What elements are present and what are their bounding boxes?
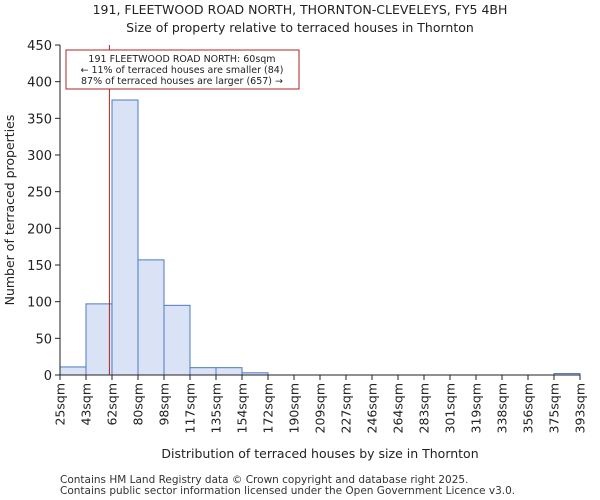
y-tick-label: 250	[27, 186, 52, 201]
bar-62sqm	[111, 99, 139, 376]
x-tick-label: 246sqm	[365, 383, 380, 433]
footer-line-2: Contains public sector information licen…	[60, 485, 516, 497]
footer-line-1: Contains HM Land Registry data © Crown c…	[60, 474, 469, 486]
x-tick-label: 375sqm	[547, 383, 562, 433]
annotation-line-3: 87% of terraced houses are larger (657) …	[81, 76, 283, 87]
x-tick-label: 135sqm	[209, 383, 224, 433]
chart-subtitle: Size of property relative to terraced ho…	[126, 20, 474, 35]
x-tick-label: 80sqm	[131, 383, 146, 426]
bar-98sqm	[163, 304, 191, 376]
x-tick-label: 264sqm	[391, 383, 406, 433]
bars-group	[59, 99, 581, 376]
axes-group: 0 50 100 150 200 250 300 350 400 450 25sqm 43sqm 62s…	[27, 39, 587, 433]
y-tick-label: 400	[27, 76, 52, 91]
chart-title: 191, FLEETWOOD ROAD NORTH, THORNTON-CLEV…	[92, 2, 508, 17]
x-tick-label: 338sqm	[495, 383, 510, 433]
y-tick-label: 450	[27, 39, 52, 54]
y-tick-label: 50	[35, 332, 52, 347]
x-tick-label: 154sqm	[235, 383, 250, 433]
x-tick-label: 62sqm	[105, 383, 120, 426]
x-tick-label: 227sqm	[339, 383, 354, 433]
bar-135sqm	[215, 367, 243, 376]
annotation-line-2: ← 11% of terraced houses are smaller (84…	[80, 65, 283, 76]
annotation-box	[65, 49, 300, 90]
y-tick-label: 200	[27, 222, 52, 237]
x-tick-label: 209sqm	[313, 383, 328, 433]
y-tick-label: 0	[44, 369, 52, 384]
x-axis-label: Distribution of terraced houses by size …	[161, 446, 478, 461]
x-tick-label: 319sqm	[469, 383, 484, 433]
bar-25sqm	[59, 366, 87, 376]
bar-43sqm	[85, 303, 113, 376]
x-tick-label: 283sqm	[417, 383, 432, 433]
y-tick-label: 350	[27, 112, 52, 127]
y-tick-label: 100	[27, 296, 52, 311]
bar-80sqm	[137, 259, 165, 376]
x-tick-label: 356sqm	[521, 383, 536, 433]
y-tick-label: 300	[27, 149, 52, 164]
y-tick-label: 150	[27, 259, 52, 274]
bar-117sqm	[189, 367, 217, 376]
x-tick-label: 43sqm	[79, 383, 94, 426]
x-tick-label: 98sqm	[157, 383, 172, 426]
y-axis-label: Number of terraced properties	[2, 115, 17, 306]
x-tick-label: 393sqm	[573, 383, 588, 433]
x-tick-label: 301sqm	[443, 383, 458, 433]
x-tick-label: 172sqm	[261, 383, 276, 433]
x-tick-label: 25sqm	[53, 383, 68, 426]
x-tick-label: 117sqm	[183, 383, 198, 433]
annotation-line-1: 191 FLEETWOOD ROAD NORTH: 60sqm	[88, 54, 275, 65]
x-tick-label: 190sqm	[287, 383, 302, 433]
